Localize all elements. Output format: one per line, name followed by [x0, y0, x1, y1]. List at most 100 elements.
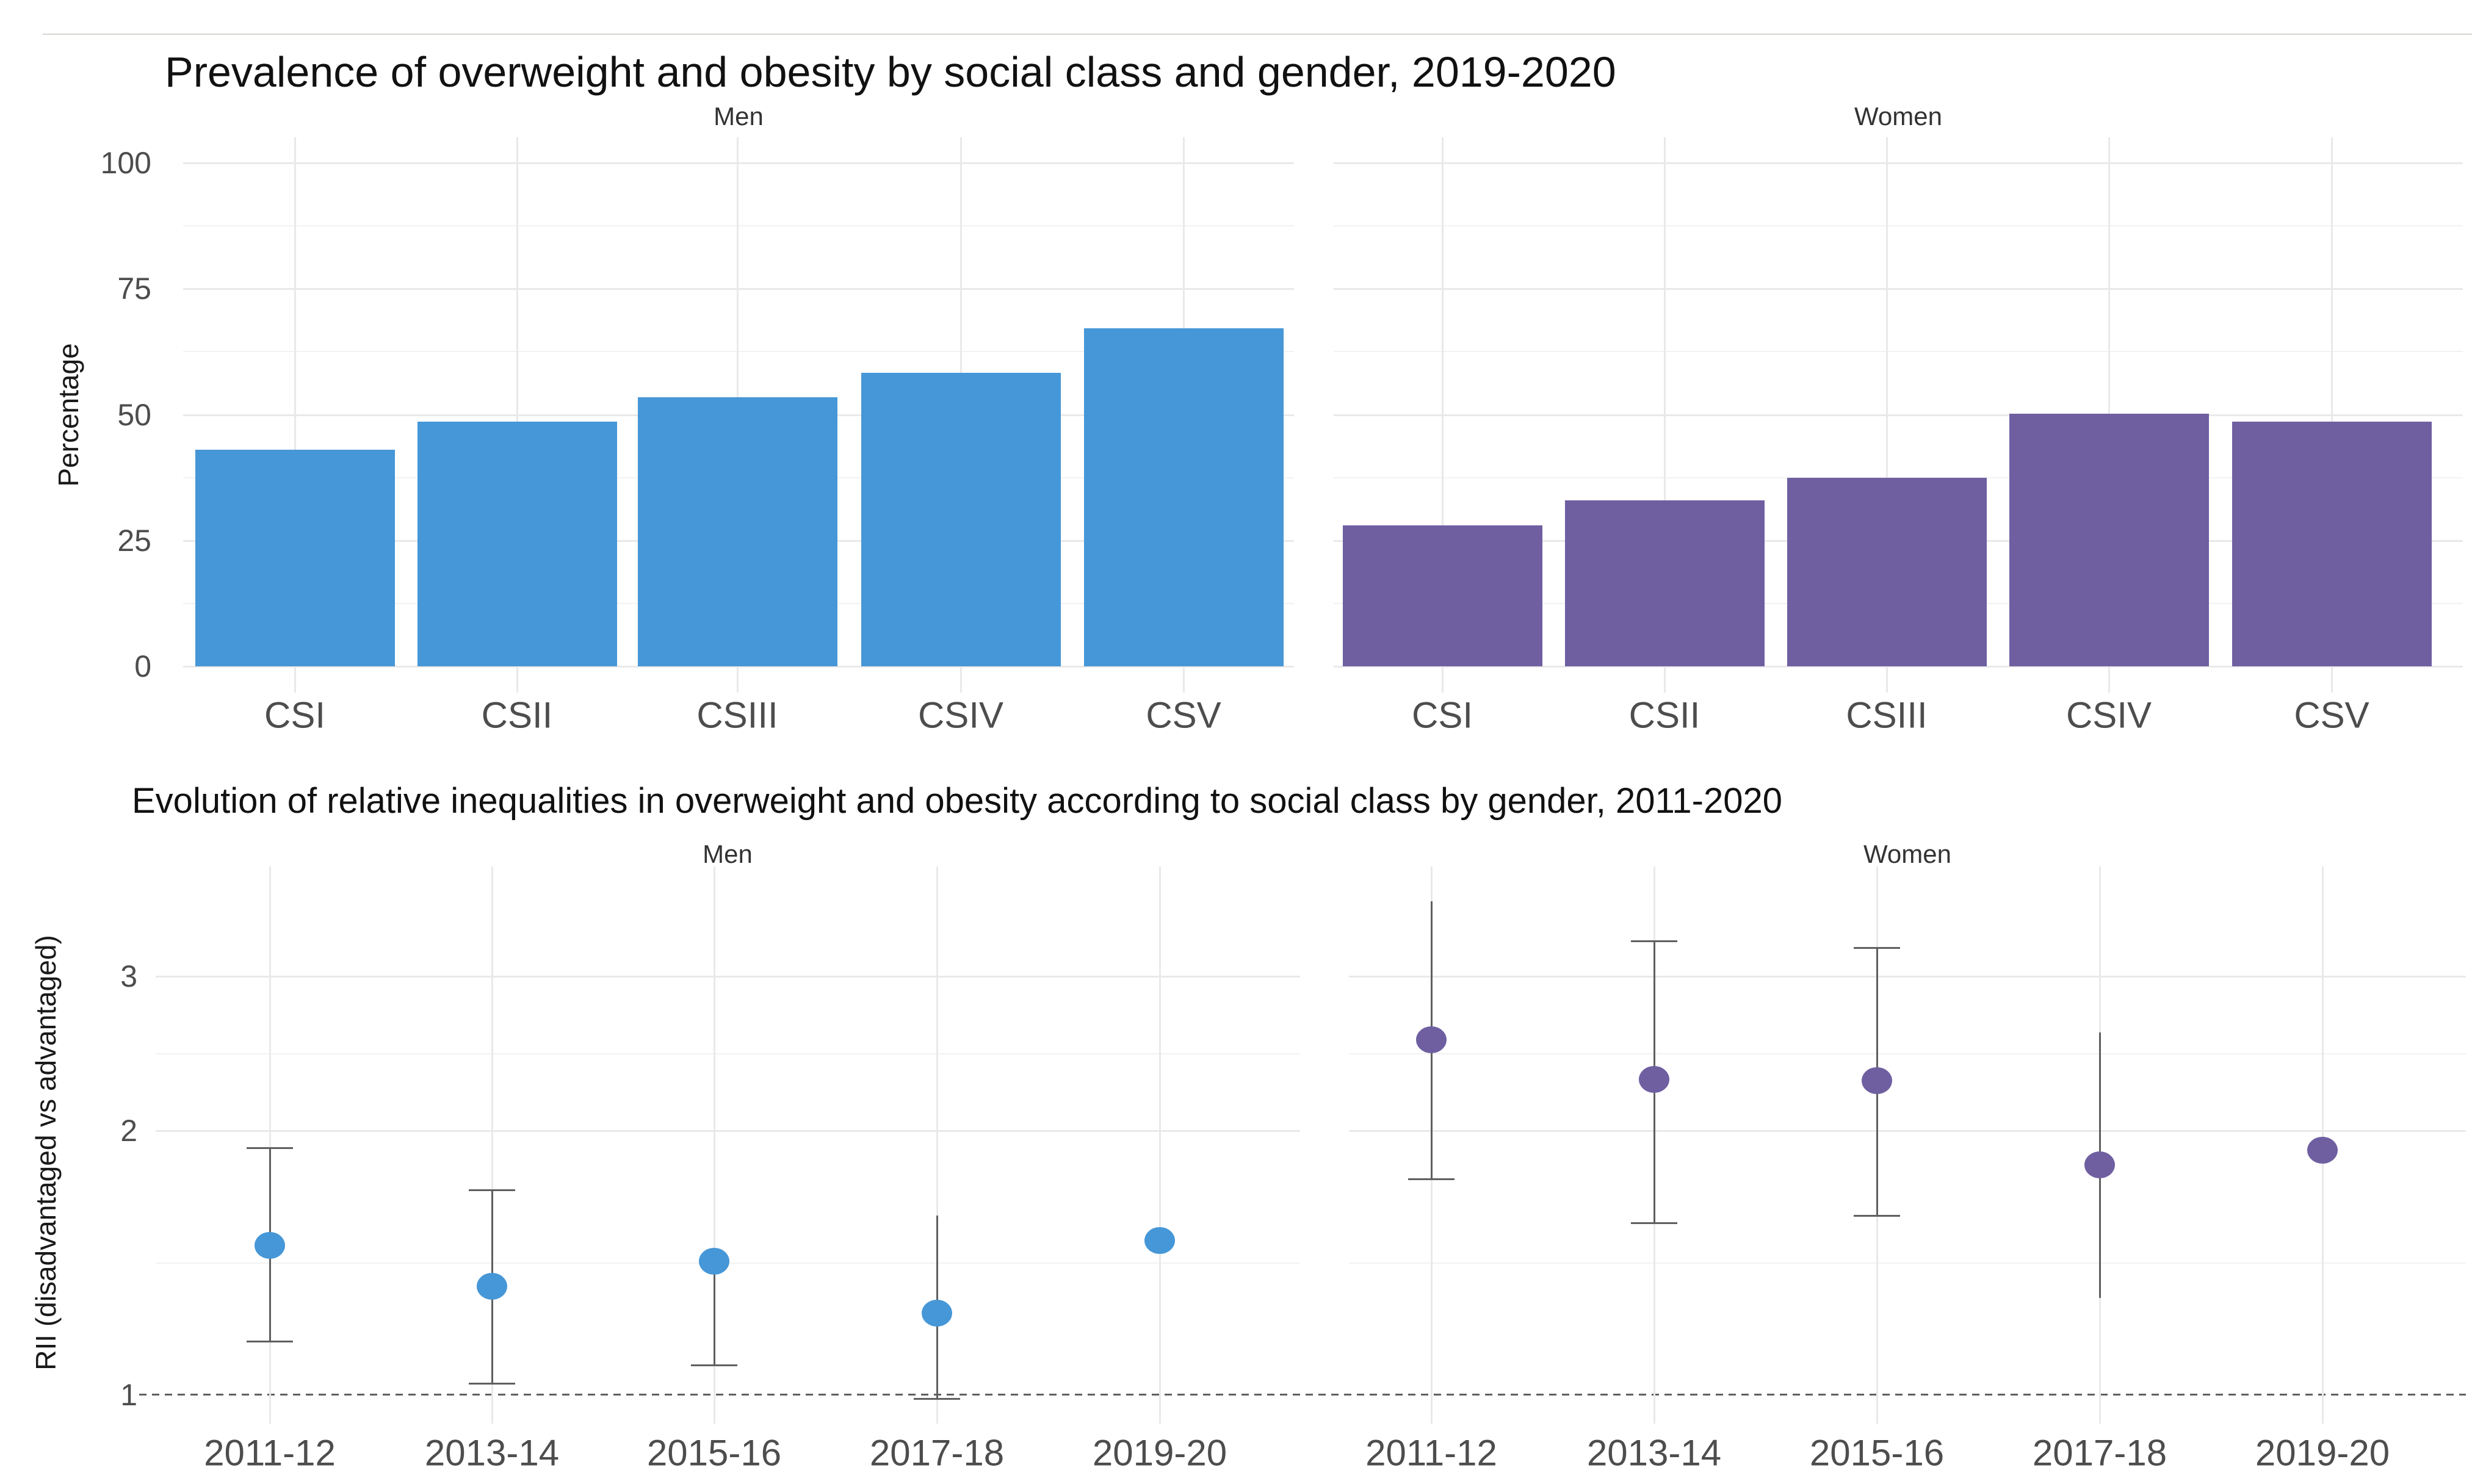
category-label: 2017-18: [869, 1432, 1005, 1474]
y-tick-label: 50: [117, 397, 151, 432]
gridline-major-v: [491, 866, 493, 1424]
gridline-major-h: [183, 288, 1294, 290]
gridline-major-v: [1159, 866, 1161, 1424]
top-border-line: [43, 34, 2472, 35]
gridline-major-v: [714, 866, 715, 1424]
y-tick-label: 75: [117, 272, 151, 306]
gridline-major-h: [156, 1130, 1300, 1133]
error-cap: [1631, 1222, 1677, 1224]
gridline-major-h: [1334, 162, 2463, 164]
category-label: CSIII: [696, 694, 778, 736]
point-women-2017-18: [2084, 1151, 2115, 1178]
point-men-2019-20: [1144, 1226, 1175, 1254]
gridline-major-v: [516, 137, 518, 693]
bar-women-CSI: [1342, 525, 1542, 666]
category-label: CSII: [1628, 694, 1700, 736]
y-tick-label: 2: [120, 1114, 137, 1148]
facet-label-men-bottom: Men: [703, 840, 753, 868]
error-cap: [691, 1364, 737, 1367]
facet-label-women-bottom: Women: [1863, 840, 1951, 868]
gridline-major-h: [1349, 1130, 2466, 1133]
category-label: 2015-16: [1809, 1432, 1945, 1474]
page-title-prevalence: Prevalence of overweight and obesity by …: [165, 48, 1616, 96]
point-women-2015-16: [1862, 1067, 1892, 1095]
gridline-major-v: [294, 137, 296, 693]
category-label: 2015-16: [646, 1432, 782, 1474]
category-label: CSI: [264, 694, 326, 736]
error-cap: [469, 1383, 515, 1385]
y-tick-label: 1: [120, 1378, 137, 1412]
gridline-major-h: [183, 666, 1294, 668]
bar-women-CSII: [1564, 500, 1765, 666]
reference-line-rii-1: [139, 1394, 2466, 1396]
point-women-2013-14: [1639, 1065, 1669, 1093]
gridline-major-h: [1334, 666, 2463, 668]
point-men-2017-18: [922, 1299, 952, 1327]
gridline-major-h: [1334, 288, 2463, 290]
error-cap: [1854, 1214, 1900, 1217]
point-men-2015-16: [699, 1248, 729, 1275]
gridline-major-v: [1664, 137, 1666, 693]
point-men-2011-12: [255, 1232, 285, 1259]
category-label: 2013-14: [1586, 1432, 1722, 1474]
category-label: CSV: [2294, 694, 2369, 736]
bar-men-CSIV: [861, 373, 1061, 666]
bar-women-CSV: [2232, 422, 2432, 666]
gridline-minor-h: [1334, 225, 2463, 227]
bar-women-CSIV: [2009, 414, 2209, 666]
category-label: 2011-12: [204, 1432, 336, 1474]
gridline-minor-h: [1349, 1053, 2466, 1054]
category-label: CSI: [1411, 694, 1473, 736]
gridline-minor-h: [1334, 351, 2463, 353]
bar-men-CSII: [417, 422, 617, 666]
error-cap: [247, 1147, 293, 1150]
category-label: CSII: [481, 694, 553, 736]
error-cap: [1631, 940, 1677, 942]
gridline-major-h: [1334, 414, 2463, 416]
point-men-2013-14: [477, 1272, 507, 1300]
error-cap: [1408, 1178, 1455, 1181]
gridline-minor-h: [1334, 477, 2463, 478]
gridline-minor-h: [1349, 1262, 2466, 1264]
y-tick-label: 0: [134, 649, 151, 683]
bar-men-CSI: [195, 450, 395, 666]
gridline-major-v: [936, 866, 938, 1424]
gridline-major-v: [1886, 137, 1888, 693]
gridline-major-h: [156, 975, 1300, 978]
category-label: 2019-20: [1092, 1432, 1227, 1474]
category-label: CSV: [1146, 694, 1221, 736]
gridline-major-h: [183, 162, 1294, 164]
y-tick-label: 3: [120, 959, 137, 993]
category-label: 2017-18: [2032, 1432, 2167, 1474]
gridline-minor-h: [183, 225, 1294, 227]
bar-men-CSV: [1083, 328, 1284, 666]
category-label: CSIV: [917, 694, 1004, 736]
gridline-minor-h: [156, 1053, 1300, 1054]
error-cap: [247, 1341, 293, 1343]
facet-label-women-top: Women: [1854, 102, 1942, 131]
category-label: CSIV: [2065, 694, 2152, 736]
category-label: 2019-20: [2255, 1432, 2390, 1474]
point-women-2011-12: [1416, 1026, 1447, 1053]
page-title-evolution: Evolution of relative inequalities in ov…: [132, 781, 1783, 821]
category-label: 2013-14: [424, 1432, 560, 1474]
facet-label-men-top: Men: [714, 102, 764, 131]
y-tick-label: 100: [100, 146, 151, 180]
y-tick-label: 25: [117, 523, 151, 558]
gridline-major-v: [2331, 137, 2333, 693]
gridline-major-v: [269, 866, 271, 1424]
bar-women-CSIII: [1787, 478, 1987, 666]
error-bar: [713, 1261, 715, 1366]
category-label: 2011-12: [1365, 1432, 1497, 1474]
gridline-major-h: [1349, 975, 2466, 978]
gridline-major-v: [1442, 137, 1444, 693]
error-cap: [1854, 947, 1900, 949]
category-label: CSIII: [1846, 694, 1928, 736]
point-women-2019-20: [2307, 1137, 2338, 1164]
error-cap: [914, 1397, 960, 1400]
error-cap: [469, 1189, 515, 1192]
bar-men-CSIII: [637, 397, 837, 666]
gridline-minor-h: [183, 351, 1294, 353]
